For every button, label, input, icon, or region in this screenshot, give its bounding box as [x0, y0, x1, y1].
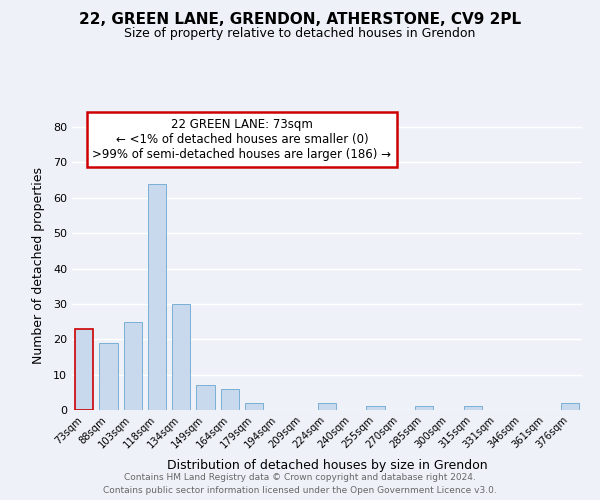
- Text: Contains HM Land Registry data © Crown copyright and database right 2024.: Contains HM Land Registry data © Crown c…: [124, 474, 476, 482]
- X-axis label: Distribution of detached houses by size in Grendon: Distribution of detached houses by size …: [167, 459, 487, 472]
- Text: 22 GREEN LANE: 73sqm
← <1% of detached houses are smaller (0)
>99% of semi-detac: 22 GREEN LANE: 73sqm ← <1% of detached h…: [92, 118, 392, 161]
- Bar: [124, 322, 142, 410]
- Bar: [464, 406, 482, 410]
- Bar: [221, 389, 239, 410]
- Bar: [172, 304, 190, 410]
- Bar: [318, 403, 336, 410]
- Text: Contains public sector information licensed under the Open Government Licence v3: Contains public sector information licen…: [103, 486, 497, 495]
- Bar: [75, 328, 93, 410]
- Bar: [561, 403, 579, 410]
- Bar: [148, 184, 166, 410]
- Bar: [415, 406, 433, 410]
- Y-axis label: Number of detached properties: Number of detached properties: [32, 166, 44, 364]
- Text: Size of property relative to detached houses in Grendon: Size of property relative to detached ho…: [124, 28, 476, 40]
- Bar: [367, 406, 385, 410]
- Text: 22, GREEN LANE, GRENDON, ATHERSTONE, CV9 2PL: 22, GREEN LANE, GRENDON, ATHERSTONE, CV9…: [79, 12, 521, 28]
- Bar: [245, 403, 263, 410]
- Bar: [100, 343, 118, 410]
- Bar: [196, 385, 215, 410]
